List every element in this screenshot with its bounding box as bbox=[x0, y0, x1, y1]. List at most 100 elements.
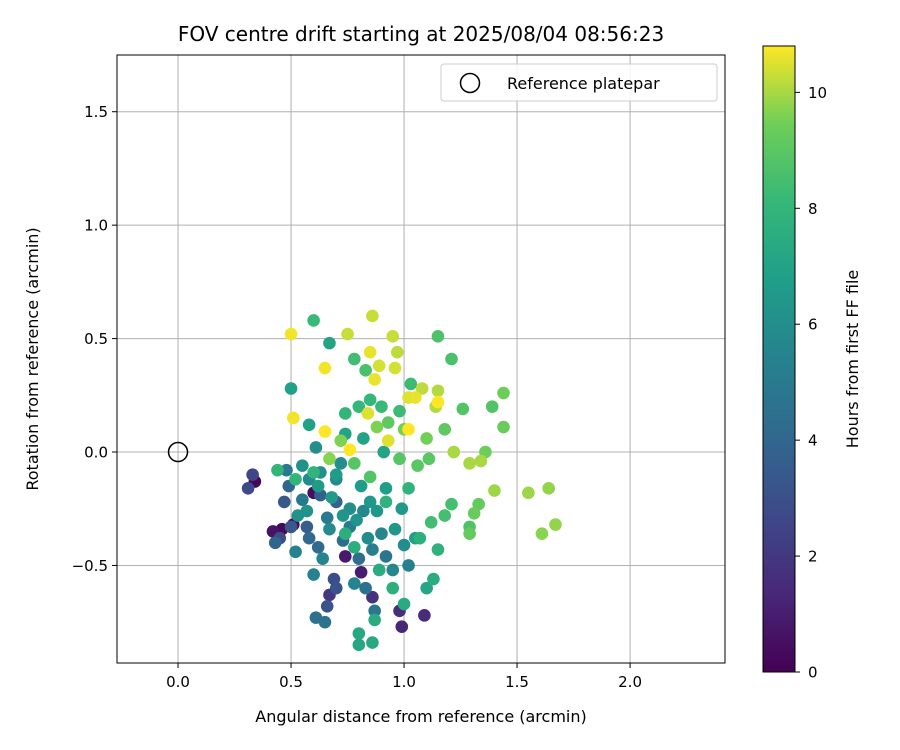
data-point bbox=[415, 382, 429, 395]
data-point bbox=[354, 565, 368, 579]
data-point bbox=[307, 568, 320, 581]
y-tick-label: 0.5 bbox=[84, 330, 108, 348]
data-point bbox=[363, 393, 377, 407]
colorbar-tick-label: 4 bbox=[808, 432, 818, 450]
data-point bbox=[284, 382, 298, 395]
y-tick-label: 0.0 bbox=[84, 444, 108, 462]
data-point bbox=[368, 613, 381, 627]
data-point bbox=[388, 361, 402, 375]
data-point bbox=[368, 604, 381, 618]
data-point bbox=[447, 445, 461, 459]
data-point bbox=[386, 330, 400, 343]
reference-platepar-marker bbox=[167, 441, 189, 463]
legend-marker bbox=[459, 72, 481, 94]
data-point bbox=[334, 457, 348, 470]
data-point bbox=[354, 479, 368, 493]
data-point bbox=[296, 493, 309, 506]
data-point bbox=[409, 391, 422, 404]
data-point bbox=[284, 520, 298, 534]
y-tick-label: 1.0 bbox=[84, 217, 108, 235]
data-point bbox=[336, 509, 350, 522]
data-point bbox=[413, 531, 427, 545]
colorbar-tick-label: 8 bbox=[808, 200, 818, 218]
data-point bbox=[381, 416, 395, 429]
y-axis-label: Rotation from reference (arcmin) bbox=[23, 227, 42, 490]
data-point bbox=[277, 495, 291, 509]
data-point bbox=[338, 550, 352, 563]
scatter-points bbox=[241, 309, 562, 652]
data-point bbox=[280, 463, 293, 477]
colorbar-label: Hours from first FF file bbox=[843, 270, 862, 449]
data-point bbox=[366, 543, 379, 556]
data-point bbox=[379, 550, 393, 563]
data-point bbox=[338, 407, 352, 420]
data-point bbox=[286, 411, 300, 425]
data-point bbox=[241, 482, 255, 495]
data-point bbox=[395, 502, 409, 516]
colorbar-frame bbox=[762, 45, 796, 673]
data-point bbox=[370, 504, 384, 518]
data-point bbox=[395, 620, 409, 634]
data-point bbox=[497, 420, 510, 434]
data-point bbox=[372, 359, 386, 373]
data-point bbox=[366, 590, 379, 604]
plot-frame bbox=[116, 54, 726, 664]
data-point bbox=[438, 509, 452, 522]
data-point bbox=[424, 516, 438, 529]
colorbar-gradient bbox=[763, 46, 795, 672]
data-point bbox=[334, 434, 348, 447]
y-axis-ticks: −0.5 0.0 0.5 1.0 1.5 bbox=[72, 103, 117, 575]
data-point bbox=[357, 432, 370, 445]
data-point bbox=[350, 513, 363, 527]
colorbar-tick-label: 10 bbox=[808, 84, 827, 102]
data-point bbox=[318, 615, 332, 629]
data-point bbox=[352, 638, 366, 652]
data-point bbox=[320, 511, 334, 525]
data-point bbox=[388, 522, 402, 536]
data-point bbox=[341, 327, 354, 341]
data-point bbox=[284, 327, 298, 341]
data-point bbox=[318, 361, 332, 375]
data-point bbox=[323, 452, 336, 466]
data-point bbox=[418, 609, 431, 622]
data-point bbox=[445, 352, 458, 366]
data-point bbox=[463, 457, 476, 470]
data-point bbox=[363, 495, 377, 509]
data-point bbox=[289, 545, 302, 559]
data-point bbox=[402, 482, 415, 495]
data-point bbox=[474, 454, 488, 468]
data-point bbox=[397, 538, 411, 552]
data-point bbox=[386, 563, 400, 577]
data-point bbox=[420, 581, 433, 595]
data-point bbox=[542, 482, 556, 495]
data-point bbox=[402, 423, 415, 436]
data-point bbox=[352, 552, 366, 565]
data-point bbox=[431, 330, 445, 343]
data-point bbox=[377, 445, 391, 459]
data-point bbox=[357, 504, 370, 518]
data-point bbox=[309, 441, 323, 454]
data-point bbox=[271, 463, 284, 477]
data-point bbox=[246, 468, 259, 482]
data-point bbox=[300, 504, 314, 518]
data-point bbox=[386, 581, 400, 595]
data-point bbox=[522, 486, 535, 500]
data-point bbox=[323, 336, 336, 350]
data-point bbox=[366, 309, 379, 323]
data-point bbox=[366, 636, 379, 649]
data-point bbox=[375, 400, 388, 413]
data-point bbox=[302, 418, 316, 432]
data-point bbox=[431, 543, 445, 556]
data-point bbox=[535, 527, 549, 540]
data-point bbox=[348, 352, 361, 366]
x-tick-label: 0.0 bbox=[166, 673, 190, 691]
data-point bbox=[390, 345, 404, 359]
colorbar-tick-label: 2 bbox=[808, 548, 818, 566]
data-point bbox=[485, 400, 499, 413]
legend-box bbox=[440, 63, 718, 102]
data-point bbox=[404, 377, 418, 391]
legend: Reference platepar bbox=[440, 63, 718, 102]
data-point bbox=[311, 540, 325, 554]
data-point bbox=[300, 520, 314, 534]
